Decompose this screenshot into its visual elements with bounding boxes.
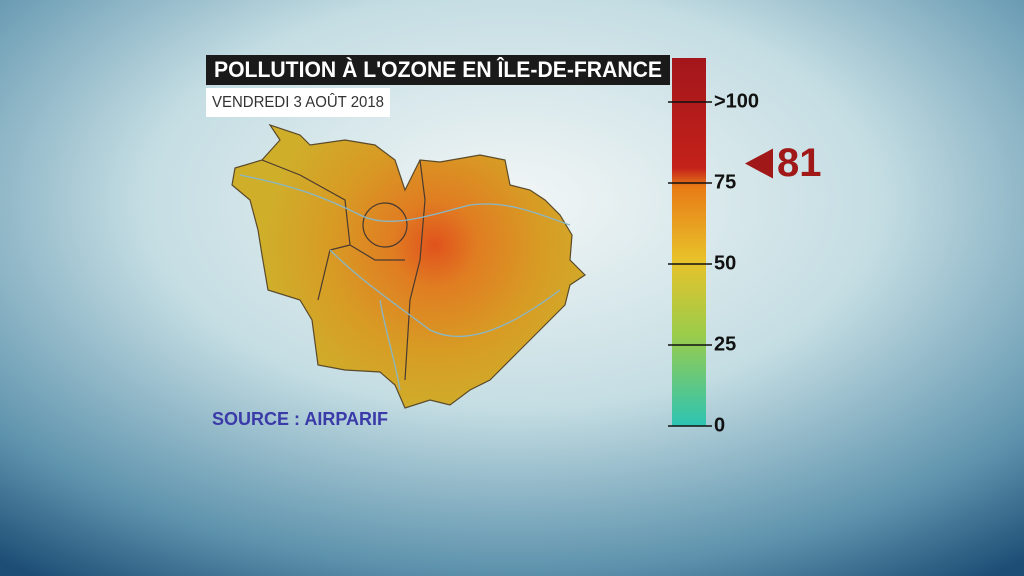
- rivers: [239, 174, 571, 391]
- department-borders: [261, 159, 426, 381]
- tick-label: >100: [714, 90, 759, 112]
- title: POLLUTION À L'OZONE EN ÎLE-DE-FRANCE: [214, 57, 662, 82]
- subtitle-box: [206, 88, 390, 117]
- source: SOURCE : AIRPARIF: [212, 409, 388, 429]
- tick-label: 25: [714, 333, 736, 355]
- tick-label: 75: [714, 171, 736, 193]
- title-box: [206, 55, 670, 85]
- indicator-label: 81: [777, 141, 822, 185]
- tick-label: 50: [714, 252, 736, 274]
- subtitle: VENDREDI 3 AOÛT 2018: [212, 92, 384, 111]
- indicator-arrow: [745, 148, 773, 179]
- color-scale: [672, 58, 706, 426]
- tick-label: 0: [714, 414, 725, 436]
- map-region: [231, 123, 586, 409]
